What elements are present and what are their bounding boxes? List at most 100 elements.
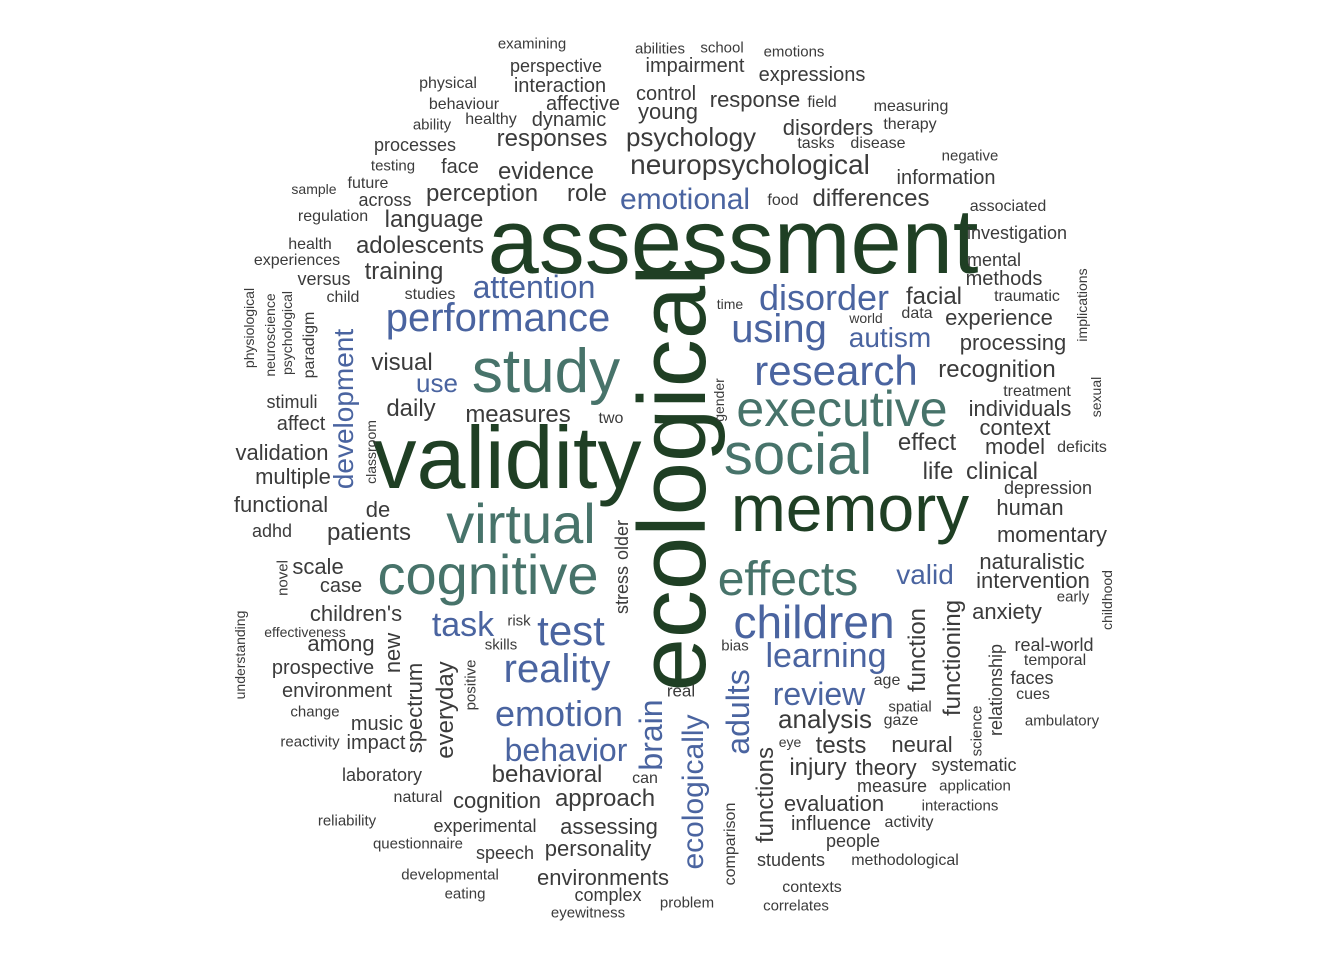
word-role: role — [566, 180, 608, 207]
word-control: control — [635, 83, 697, 105]
word-relationship: relationship — [986, 643, 1006, 737]
word-processing: processing — [959, 330, 1067, 355]
word-intervention: intervention — [976, 568, 1090, 593]
word-prospective: prospective — [271, 657, 375, 679]
word-autism: autism — [848, 322, 932, 353]
word-physiological: physiological — [241, 287, 257, 369]
word-personality: personality — [544, 836, 652, 861]
word-disease: disease — [850, 135, 906, 152]
word-music: music — [350, 713, 404, 735]
word-everyday: everyday — [432, 661, 459, 759]
word-field: field — [807, 94, 837, 111]
word-associated: associated — [969, 198, 1047, 215]
word-regulation: regulation — [297, 208, 369, 225]
word-bias: bias — [721, 637, 749, 655]
word-people: people — [825, 831, 881, 851]
word-experience: experience — [945, 305, 1053, 330]
word-questionnaire: questionnaire — [372, 835, 464, 853]
word-psychological: psychological — [279, 290, 295, 376]
word-recognition: recognition — [938, 356, 1056, 383]
word-early: early — [1056, 588, 1090, 606]
word-context: context — [979, 415, 1051, 440]
word-theory: theory — [855, 755, 917, 780]
word-cues: cues — [1016, 686, 1050, 703]
word-assessment: assessment — [487, 191, 979, 293]
word-memory: memory — [730, 471, 970, 545]
word-facial: facial — [905, 283, 963, 310]
word-brain: brain — [633, 699, 669, 771]
word-assessing: assessing — [560, 814, 658, 839]
word-children: children — [733, 596, 895, 648]
word-studies: studies — [404, 286, 456, 303]
word-natural: natural — [393, 789, 443, 806]
word-evaluation: evaluation — [783, 791, 885, 816]
word-versus: versus — [297, 269, 351, 289]
word-face: face — [441, 156, 479, 178]
word-reactivity: reactivity — [280, 733, 340, 751]
word-real-world: real-world — [1014, 635, 1094, 655]
word-eyewitness: eyewitness — [550, 904, 626, 922]
word-stress: stress — [612, 565, 632, 615]
word-novel: novel — [274, 560, 292, 596]
word-executive: executive — [736, 381, 948, 437]
word-training: training — [364, 258, 444, 285]
word-can: can — [632, 770, 658, 787]
word-scale: scale — [292, 554, 344, 579]
word-measure: measure — [856, 776, 928, 796]
word-understanding: understanding — [232, 610, 248, 700]
word-deficits: deficits — [1057, 439, 1107, 456]
word-therapy: therapy — [883, 116, 937, 133]
word-cognition: cognition — [452, 788, 542, 813]
word-functions: functions — [752, 746, 779, 844]
word-classroom: classroom — [363, 420, 379, 484]
word-effect: effect — [897, 429, 957, 456]
word-processes: processes — [373, 135, 457, 155]
word-evidence: evidence — [497, 158, 595, 185]
word-among: among — [307, 631, 375, 656]
word-faces: faces — [1010, 668, 1054, 688]
word-real: real — [666, 681, 696, 701]
word-naturalistic: naturalistic — [979, 549, 1085, 574]
word-correlates: correlates — [763, 897, 829, 915]
word-neural: neural — [891, 732, 953, 757]
word-model: model — [985, 434, 1045, 459]
word-mental: mental — [966, 250, 1022, 270]
word-future: future — [347, 175, 389, 192]
word-effectiveness: effectiveness — [264, 624, 346, 640]
word-analysis: analysis — [778, 704, 872, 734]
word-life: life — [922, 458, 954, 485]
word-effects: effects — [717, 553, 859, 606]
word-adolescents: adolescents — [355, 232, 485, 259]
word-sample: sample — [291, 181, 337, 197]
word-stimuli: stimuli — [266, 392, 318, 412]
word-change: change — [290, 703, 340, 721]
word-interaction: interaction — [513, 75, 607, 97]
word-psychology: psychology — [625, 122, 757, 152]
word-attention: attention — [472, 269, 596, 305]
word-speech: speech — [475, 843, 535, 863]
word-injury: injury — [789, 754, 847, 781]
word-multiple: multiple — [255, 464, 331, 489]
word-risk: risk — [507, 612, 531, 630]
word-behaviour: behaviour — [428, 96, 500, 113]
word-influence: influence — [790, 813, 872, 835]
word-negative: negative — [941, 147, 999, 165]
word-dynamic: dynamic — [531, 109, 607, 131]
word-young: young — [638, 99, 698, 124]
word-behavior: behavior — [504, 732, 628, 768]
word-validity: validity — [372, 408, 642, 507]
word-cognitive: cognitive — [377, 543, 599, 606]
word-adults: adults — [720, 669, 756, 755]
word-learning: learning — [765, 637, 887, 675]
word-sexual: sexual — [1088, 376, 1104, 418]
word-impact: impact — [346, 732, 406, 754]
word-eating: eating — [444, 885, 486, 903]
word-ambulatory: ambulatory — [1024, 712, 1100, 730]
word-clinical: clinical — [965, 458, 1039, 485]
word-case: case — [319, 575, 363, 597]
word-childhood: childhood — [1099, 570, 1115, 630]
word-skills: skills — [484, 636, 518, 654]
word-de: de — [365, 497, 391, 522]
word-contexts: contexts — [782, 879, 842, 896]
